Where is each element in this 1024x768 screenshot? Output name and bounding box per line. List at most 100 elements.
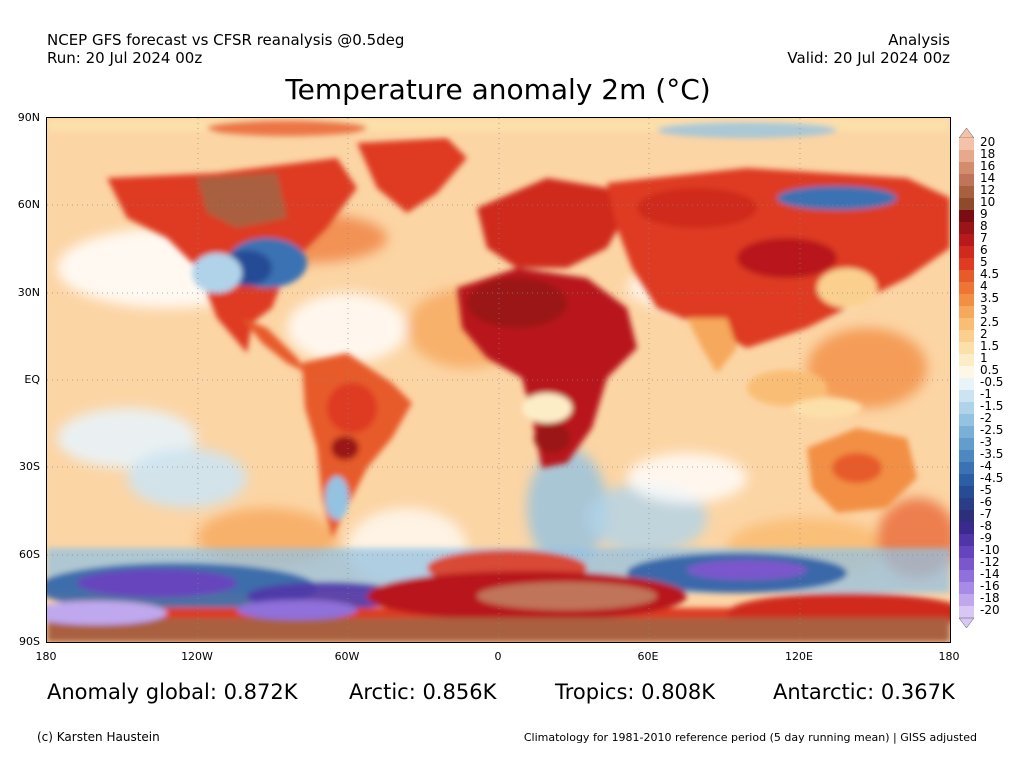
colorbar <box>959 128 974 628</box>
colorbar-swatch <box>959 186 974 199</box>
colorbar-label: -9 <box>980 531 992 545</box>
colorbar-swatch <box>959 438 974 451</box>
graticule <box>47 118 950 642</box>
colorbar-label: -1 <box>980 387 992 401</box>
colorbar-label: -2.5 <box>980 423 1004 437</box>
colorbar-swatch <box>959 486 974 499</box>
colorbar-swatch <box>959 258 974 271</box>
colorbar-swatch <box>959 342 974 355</box>
colorbar-label: 6 <box>980 243 988 257</box>
lat-label-90n: 90N <box>17 111 40 124</box>
lat-label-90s: 90S <box>19 635 40 648</box>
colorbar-label: 1.5 <box>980 339 1000 353</box>
lon-label-180w: 180 <box>35 650 57 663</box>
colorbar-label: -1.5 <box>980 399 1004 413</box>
colorbar-swatch <box>959 234 974 247</box>
colorbar-label: 7 <box>980 231 988 245</box>
colorbar-label: 3.5 <box>980 291 1000 305</box>
colorbar-swatch <box>959 450 974 463</box>
colorbar-label: -7 <box>980 507 992 521</box>
colorbar-swatch <box>959 318 974 331</box>
southern-ocean-bands <box>47 548 950 642</box>
colorbar-swatch <box>959 246 974 259</box>
colorbar-label: -14 <box>980 567 1000 581</box>
colorbar-label: 3 <box>980 303 988 317</box>
colorbar-swatch <box>959 390 974 403</box>
colorbar-swatch <box>959 534 974 547</box>
colorbar-swatch <box>959 558 974 571</box>
tropics-anomaly: Tropics: 0.808K <box>555 680 716 704</box>
colorbar-swatch <box>959 282 974 295</box>
analysis-label: Analysis <box>888 31 950 49</box>
colorbar-swatch <box>959 270 974 283</box>
colorbar-label: 0.5 <box>980 363 1000 377</box>
colorbar-swatch <box>959 294 974 307</box>
colorbar-label: -3 <box>980 435 992 449</box>
colorbar-label: 9 <box>980 207 988 221</box>
lat-label-eq: EQ <box>24 373 40 386</box>
colorbar-swatch <box>959 474 974 487</box>
colorbar-label: 2 <box>980 327 988 341</box>
lon-label-120e: 120E <box>785 650 813 663</box>
header-left: NCEP GFS forecast vs CFSR reanalysis @0.… <box>47 31 404 67</box>
antarctic-anomaly: Antarctic: 0.367K <box>773 680 955 704</box>
colorbar-swatch <box>959 510 974 523</box>
colorbar-label: -5 <box>980 483 992 497</box>
colorbar-label: 1 <box>980 351 988 365</box>
colorbar-swatch <box>959 582 974 595</box>
colorbar-label: 4 <box>980 279 988 293</box>
colorbar-label: 12 <box>980 183 996 197</box>
colorbar-swatch <box>959 498 974 511</box>
colorbar-swatch <box>959 138 974 151</box>
colorbar-swatch <box>959 198 974 211</box>
colorbar-label: -6 <box>980 495 992 509</box>
colorbar-swatch <box>959 462 974 475</box>
colorbar-cap-bottom <box>959 617 974 628</box>
colorbar-label: 5 <box>980 255 988 269</box>
colorbar-label: 14 <box>980 171 996 185</box>
colorbar-swatch <box>959 426 974 439</box>
colorbar-swatch <box>959 150 974 163</box>
colorbar-swatch <box>959 330 974 343</box>
colorbar-swatch <box>959 222 974 235</box>
colorbar-label: 20 <box>980 135 996 149</box>
colorbar-label: -10 <box>980 543 1000 557</box>
colorbar-swatch <box>959 174 974 187</box>
colorbar-label: 8 <box>980 219 988 233</box>
colorbar-swatch <box>959 354 974 367</box>
valid-time: Valid: 20 Jul 2024 00z <box>787 49 950 67</box>
colorbar-label: -0.5 <box>980 375 1004 389</box>
colorbar-label: -18 <box>980 591 1000 605</box>
run-time: Run: 20 Jul 2024 00z <box>47 49 203 67</box>
credit: (c) Karsten Haustein <box>37 730 160 744</box>
colorbar-label: -4 <box>980 459 992 473</box>
colorbar-swatch <box>959 378 974 391</box>
colorbar-swatch <box>959 570 974 583</box>
colorbar-label: -20 <box>980 603 1000 617</box>
continents <box>47 118 950 538</box>
anomaly-map[interactable] <box>46 117 951 643</box>
colorbar-label: -3.5 <box>980 447 1004 461</box>
colorbar-label: 4.5 <box>980 267 1000 281</box>
lon-label-0: 0 <box>494 650 502 663</box>
colorbar-label: -12 <box>980 555 1000 569</box>
model-description: NCEP GFS forecast vs CFSR reanalysis @0.… <box>47 31 405 49</box>
colorbar-swatch <box>959 366 974 379</box>
colorbar-swatch <box>959 546 974 559</box>
lon-label-60w: 60W <box>334 650 360 663</box>
colorbar-swatch <box>959 606 974 619</box>
colorbar-label: -8 <box>980 519 992 533</box>
lat-label-30s: 30S <box>19 460 40 473</box>
header-right: Analysis Valid: 20 Jul 2024 00z <box>787 31 950 67</box>
lon-label-120w: 120W <box>181 650 213 663</box>
anomaly-map-graphic <box>47 118 950 642</box>
colorbar-label: -4.5 <box>980 471 1004 485</box>
arctic-anomaly: Arctic: 0.856K <box>349 680 497 704</box>
colorbar-swatch <box>959 522 974 535</box>
colorbar-label: 10 <box>980 195 996 209</box>
colorbar-label: -16 <box>980 579 1000 593</box>
colorbar-swatch <box>959 306 974 319</box>
colorbar-label: -2 <box>980 411 992 425</box>
climatology-note: Climatology for 1981-2010 reference peri… <box>523 731 977 744</box>
lat-label-30n: 30N <box>17 286 40 299</box>
